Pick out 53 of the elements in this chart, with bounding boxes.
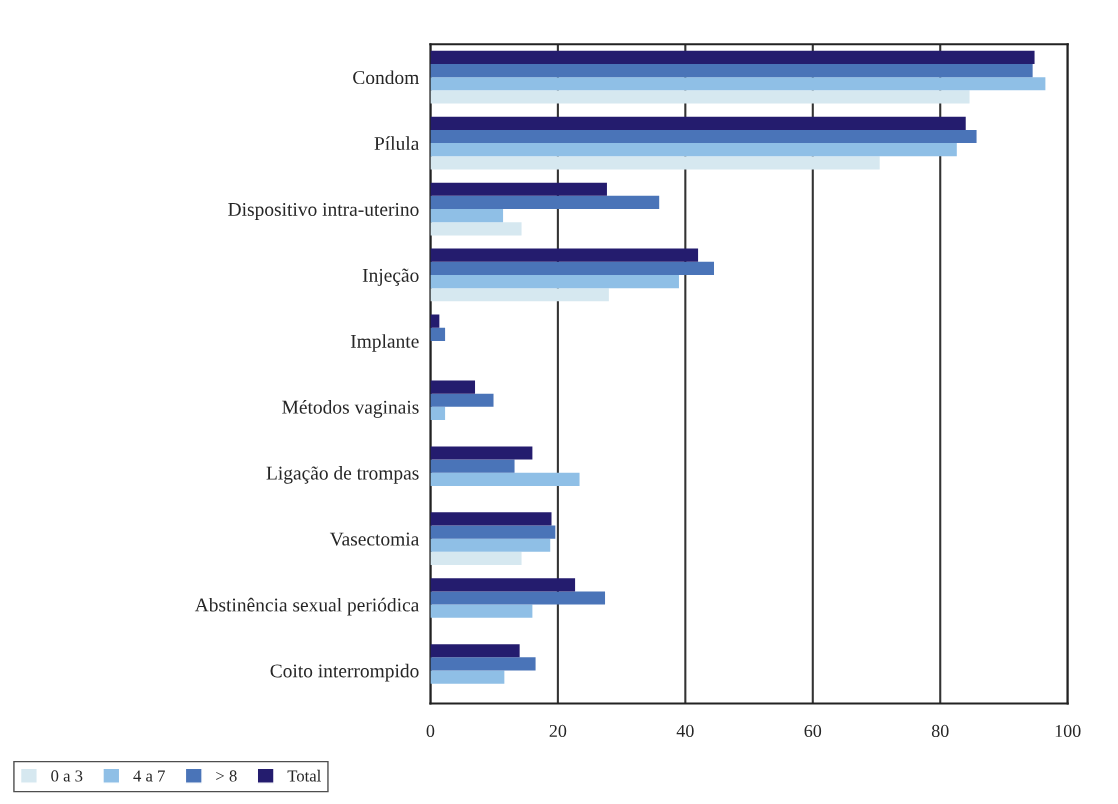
bar bbox=[430, 604, 533, 618]
bar bbox=[430, 222, 522, 236]
bar bbox=[430, 670, 505, 684]
x-tick-label: 40 bbox=[676, 724, 694, 738]
bar bbox=[430, 50, 1035, 64]
y-tick-label: Condom bbox=[353, 70, 420, 85]
bar bbox=[430, 77, 1046, 91]
y-tick-label: Injeção bbox=[362, 268, 419, 286]
x-tick-label: 0 bbox=[426, 724, 435, 738]
bar bbox=[430, 327, 446, 341]
bar bbox=[430, 644, 520, 658]
bar bbox=[430, 551, 522, 566]
bar bbox=[430, 406, 446, 421]
bar bbox=[430, 129, 977, 144]
bar bbox=[430, 248, 699, 262]
x-tick-label: 80 bbox=[931, 724, 949, 738]
y-tick-label: Ligação de trompas bbox=[266, 466, 419, 484]
y-tick-label: Métodos vaginais bbox=[282, 400, 419, 418]
x-tick-label: 100 bbox=[1055, 724, 1081, 738]
bar bbox=[430, 182, 607, 196]
bar bbox=[430, 393, 494, 407]
bar bbox=[430, 525, 556, 539]
y-tick-label: Coito interrompido bbox=[270, 663, 419, 682]
y-tick-label: Vasectomia bbox=[329, 532, 420, 546]
bar bbox=[430, 446, 533, 460]
bar bbox=[430, 274, 679, 289]
bar bbox=[430, 116, 966, 130]
y-tick-label: Pílula bbox=[374, 136, 420, 151]
bar bbox=[430, 380, 476, 394]
bar bbox=[430, 591, 606, 605]
legend-label: > 8 bbox=[216, 770, 237, 782]
bar bbox=[430, 143, 957, 157]
legend-label: 4 a 7 bbox=[133, 770, 165, 782]
legend-label: Total bbox=[287, 769, 321, 782]
bar bbox=[430, 209, 504, 223]
bar bbox=[430, 512, 552, 526]
bar bbox=[430, 459, 515, 473]
x-tick-label: 20 bbox=[549, 724, 567, 738]
bar bbox=[430, 288, 609, 302]
bar bbox=[430, 538, 551, 552]
bar bbox=[430, 90, 970, 104]
bar bbox=[430, 195, 660, 210]
legend-label: 0 a 3 bbox=[51, 770, 83, 782]
bar bbox=[430, 64, 1033, 78]
y-tick-label: Implante bbox=[350, 334, 419, 352]
bar bbox=[430, 578, 576, 592]
x-tick-label: 60 bbox=[804, 724, 822, 738]
bar bbox=[430, 261, 715, 275]
y-tick-label: Dispositivo intra-uterino bbox=[228, 202, 419, 220]
bar bbox=[430, 156, 880, 170]
y-tick-label: Abstinência sexual periódica bbox=[194, 597, 420, 616]
bar bbox=[430, 472, 580, 486]
bar bbox=[430, 657, 536, 671]
